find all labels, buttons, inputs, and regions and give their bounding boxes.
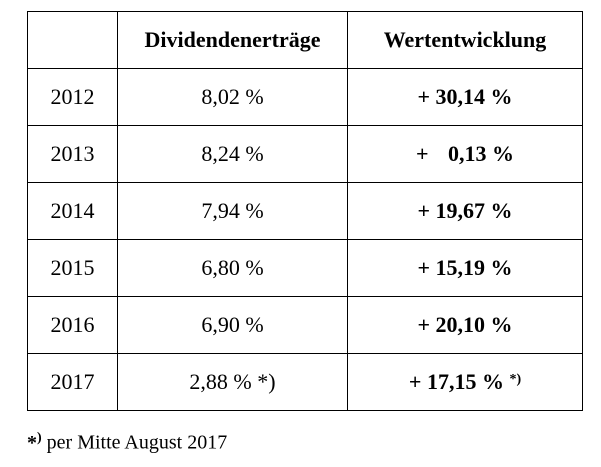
table-row: 2015 6,80 % + 15,19 % [27,239,583,297]
value-change-sign: + [417,198,431,223]
dividend-cell: 8,02 % [117,68,348,126]
header-year [27,11,118,69]
value-change-cell: + 19,67 % [347,182,583,240]
footnote-reference: *) [509,372,522,387]
value-change-cell: + 20,10 % [347,296,583,354]
value-change-value: 17,15 % [426,369,504,394]
value-change-sign: + [417,312,431,337]
footnote-mark: *) [27,430,42,454]
value-change-cell: + 17,15 % *) [347,353,583,411]
table-row: 2016 6,90 % + 20,10 % [27,296,583,354]
table-row: 2014 7,94 % + 19,67 % [27,182,583,240]
header-dividend: Dividendenerträge [117,11,348,69]
dividend-cell: 7,94 % [117,182,348,240]
value-change-value: 19,67 % [435,198,513,223]
dividend-cell: 8,24 % [117,125,348,183]
year-cell: 2015 [27,239,118,297]
value-change-value: 30,14 % [435,84,513,109]
table-header-row: Dividendenerträge Wertentwicklung [27,11,583,69]
year-cell: 2016 [27,296,118,354]
dividend-cell: 6,90 % [117,296,348,354]
value-change-sign: + [415,141,429,166]
value-change-value: 15,19 % [435,255,513,280]
table-row: 2013 8,24 % + 0,13 % [27,125,583,183]
year-cell: 2017 [27,353,118,411]
footnote-text: per Mitte August 2017 [41,431,228,454]
value-change-value: 0,13 % [448,141,515,166]
value-change-cell: + 30,14 % [347,68,583,126]
dividend-cell: 6,80 % [117,239,348,297]
value-change-sign: + [408,369,422,394]
value-change-sign: + [417,255,431,280]
value-change-cell: + 15,19 % [347,239,583,297]
value-change-value: 20,10 % [435,312,513,337]
value-change-sign: + [417,84,431,109]
year-cell: 2014 [27,182,118,240]
table-row: 2012 8,02 % + 30,14 % [27,68,583,126]
dividend-cell: 2,88 % *) [117,353,348,411]
footnote: *) per Mitte August 2017 [27,430,227,455]
table-row: 2017 2,88 % *) + 17,15 % *) [27,353,583,411]
year-cell: 2013 [27,125,118,183]
value-change-cell: + 0,13 % [347,125,583,183]
returns-table: Dividendenerträge Wertentwicklung 2012 8… [27,11,583,411]
header-value-change: Wertentwicklung [347,11,583,69]
year-cell: 2012 [27,68,118,126]
